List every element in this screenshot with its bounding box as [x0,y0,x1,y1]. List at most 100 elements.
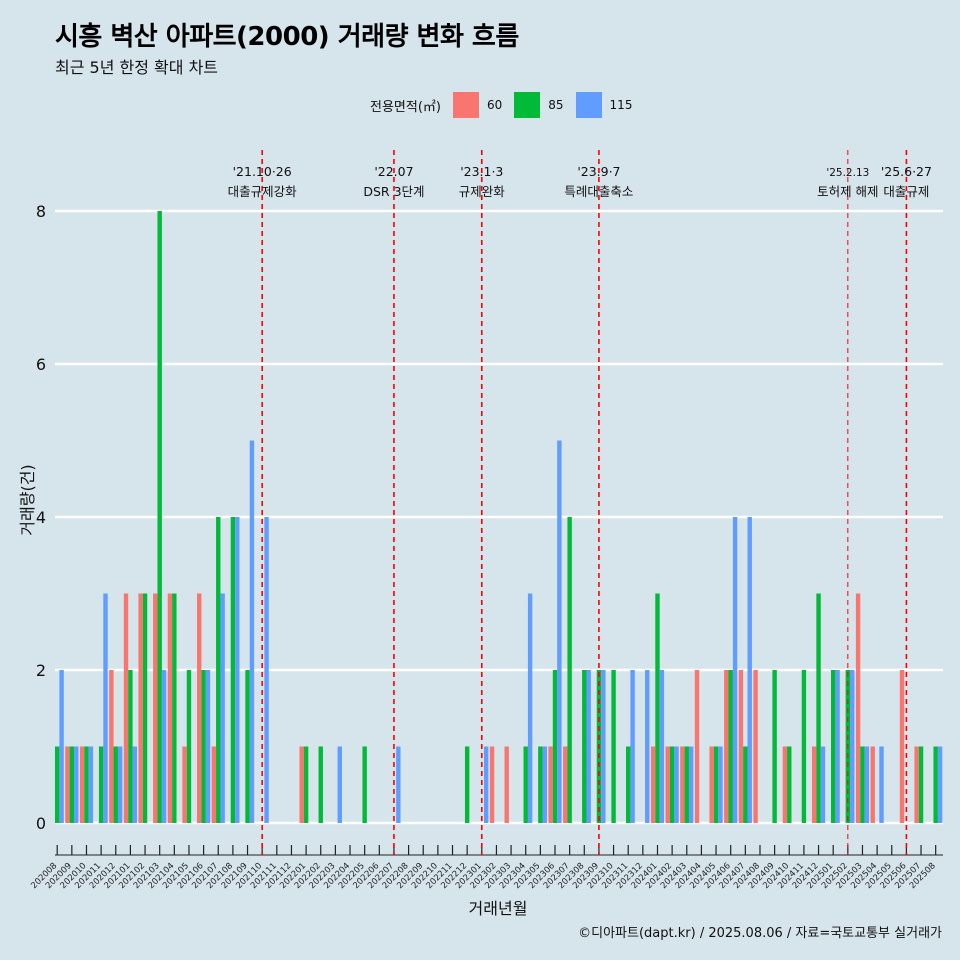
bar-85-202305 [538,746,543,823]
bar-60-202009 [65,746,70,823]
bar-115-202101 [132,746,137,823]
legend: 전용면적(㎡) 60 85 115 [370,92,638,118]
bar-115-202108 [235,517,240,823]
bar-60-202406 [724,670,729,823]
bar-115-202012 [117,746,123,823]
bar-115-202103 [161,670,167,823]
bar-85-202010 [84,746,89,823]
bar-115-202504 [879,746,884,823]
bar-60-202504 [870,746,875,823]
bar-60-202402 [665,746,670,823]
legend-label-60: 60 [486,98,503,112]
event-date-202110: '21.10·26 [233,164,292,179]
bar-60-202105 [182,746,187,823]
bar-60-202104 [167,593,173,823]
bar-60-202010 [79,746,85,823]
bar-85-202310 [611,670,616,823]
bar-115-202306 [557,440,562,823]
event-label-202502: 토허제 해제 [817,184,878,199]
bar-115-202301 [483,746,489,823]
event-date-202309: '23.9·7 [577,164,620,179]
bar-60-202307 [563,746,568,823]
bar-60-202506 [899,670,905,823]
bar-85-202501 [830,670,836,823]
bar-85-202106 [201,670,206,823]
event-label-202301: 규제완화 [459,184,506,199]
bar-85-202205 [362,746,367,823]
bar-60-202103 [153,593,158,823]
bar-85-202201 [303,746,309,823]
bar-115-202412 [820,746,826,823]
bar-60-202101 [123,593,129,823]
event-date-202506: '25.6·27 [881,164,932,179]
event-date-202301: '23.1·3 [460,164,503,179]
bar-115-202109 [249,440,255,823]
bar-60-202412 [811,746,817,823]
bar-85-202108 [230,517,236,823]
bar-85-202103 [157,211,162,823]
bar-115-202405 [718,746,723,823]
bar-85-202101 [128,670,133,823]
bar-115-202010 [88,746,94,823]
bar-115-202501 [835,670,840,823]
source-caption: ©디아파트(dapt.kr) / 2025.08.06 / 자료=국토교통부 실… [578,926,942,941]
bar-60-202503 [855,593,861,823]
bar-85-202410 [787,746,792,823]
bar-115-202009 [74,746,79,823]
x-axis-title: 거래년월 [469,899,528,918]
bar-85-202507 [918,746,924,823]
bar-115-202304 [527,593,533,823]
bar-85-202407 [743,746,748,823]
bar-85-202403 [684,746,689,823]
bar-85-202412 [816,593,821,823]
bar-85-202105 [186,670,192,823]
bar-115-202508 [937,746,943,823]
y-axis-title: 거래량(건) [18,464,37,535]
legend-swatch-85 [514,92,541,118]
bar-115-202011 [103,593,108,823]
legend-item-115: 115 [575,92,633,118]
bar-60-202306 [548,746,553,823]
bar-115-202403 [688,746,694,823]
chart-subtitle: 최근 5년 한정 확대 차트 [55,58,219,77]
legend-label-115: 115 [609,98,633,112]
bar-85-202406 [728,670,733,823]
bar-85-202008 [55,746,60,823]
legend-swatch-60 [452,92,479,118]
bar-85-202202 [318,746,323,823]
bar-85-202109 [245,670,250,823]
bar-60-202405 [709,746,714,823]
bar-115-202305 [542,746,547,823]
bar-115-202008 [59,670,64,823]
y-tick-label: 2 [36,661,46,680]
bar-60-202403 [680,746,685,823]
bar-85-202107 [216,517,221,823]
bar-115-202406 [732,517,738,823]
legend-title: 전용면적(㎡) [370,99,441,115]
legend-swatch-115 [575,92,602,118]
legend-item-85: 85 [514,92,564,118]
bar-115-202402 [674,746,679,823]
bar-115-202312 [645,670,650,823]
event-date-202207: '22.07 [374,164,413,179]
bar-85-202009 [69,746,75,823]
bar-60-202407 [738,670,744,823]
bar-85-202102 [142,593,148,823]
bar-85-202405 [713,746,719,823]
bar-60-202102 [138,593,143,823]
bar-60-202401 [650,746,656,823]
bar-115-202107 [220,593,225,823]
event-date-202502: '25.2.13 [826,167,869,179]
bar-115-202203 [337,746,342,823]
bar-85-202503 [860,746,865,823]
bar-115-202503 [864,746,870,823]
y-tick-label: 0 [36,814,46,833]
event-label-202309: 특례대출축소 [564,184,633,199]
y-tick-label: 8 [36,202,46,221]
bar-85-202311 [626,746,631,823]
bar-115-202110 [264,517,269,823]
bar-85-202411 [801,670,807,823]
bar-85-202401 [655,593,660,823]
event-label-202110: 대출규제강화 [228,184,298,199]
